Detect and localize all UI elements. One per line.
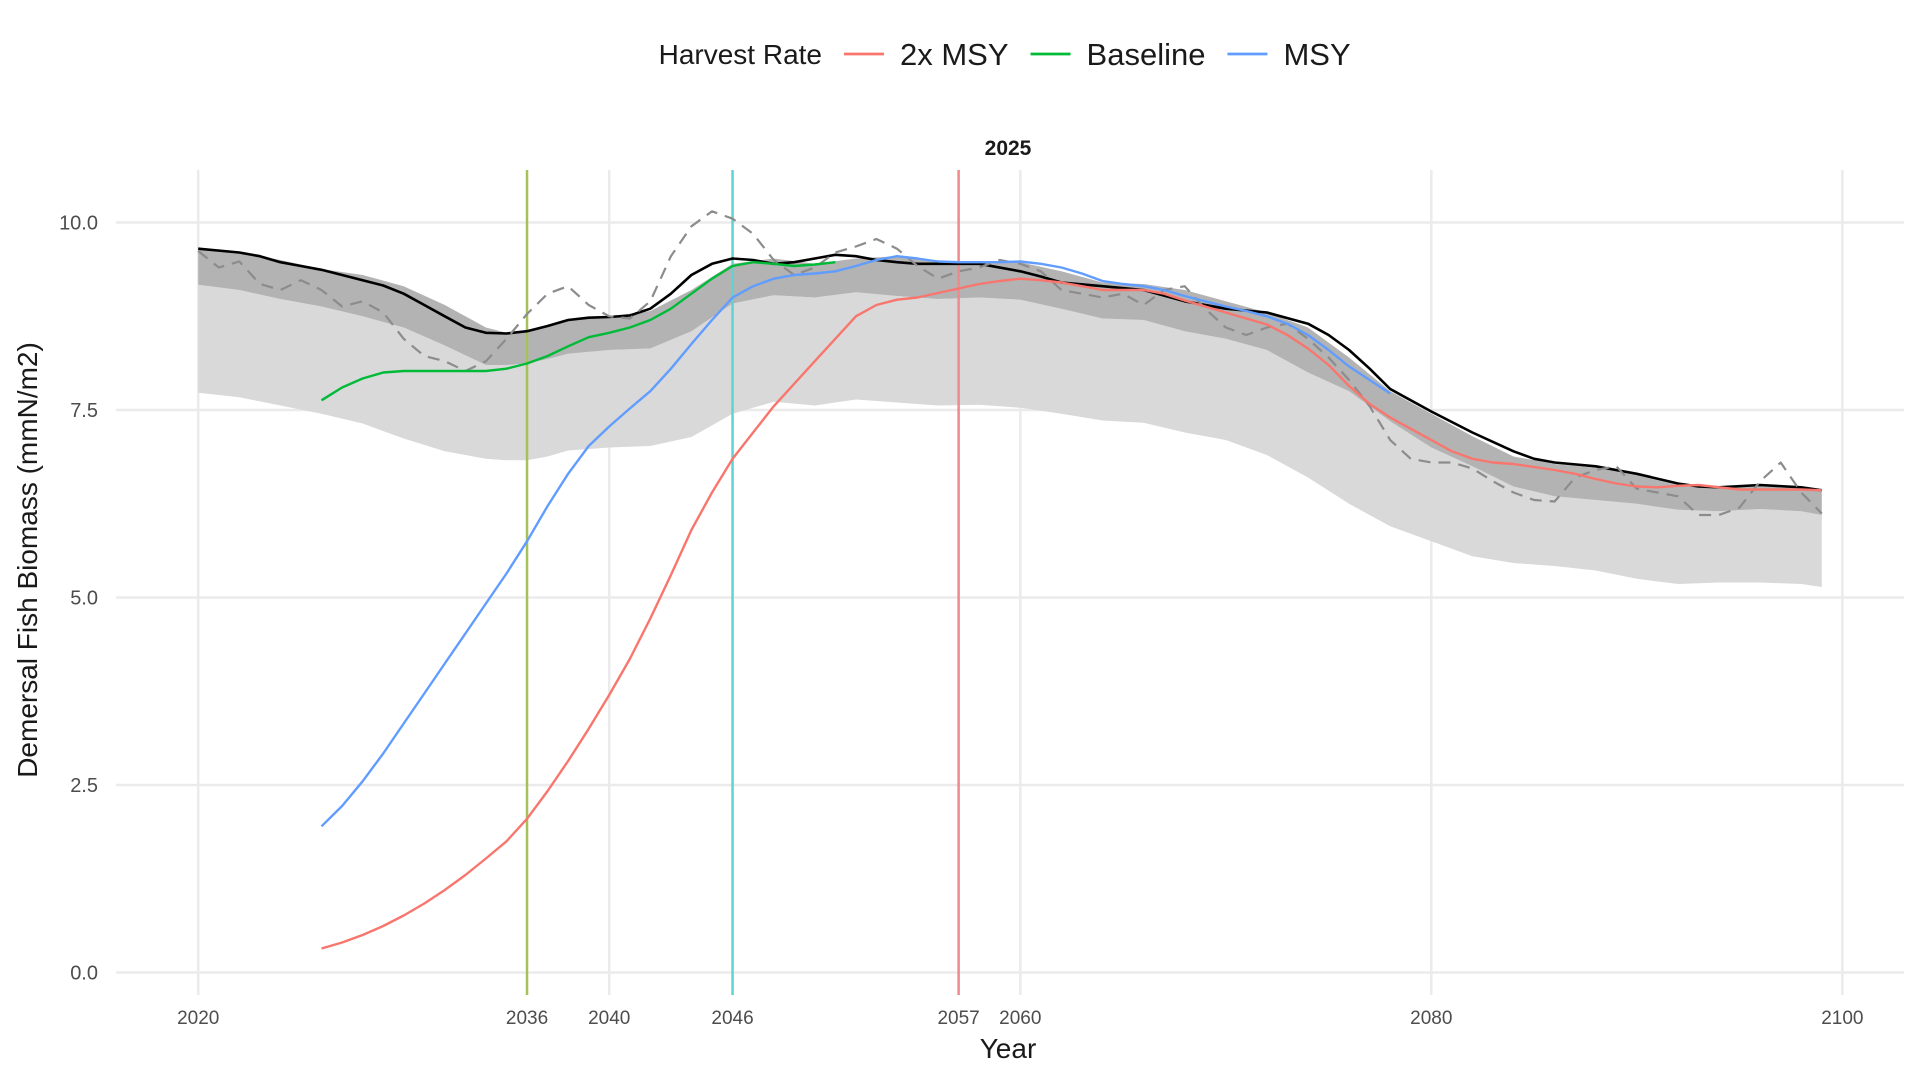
- x-tick-label: 2046: [711, 1008, 753, 1029]
- x-axis-ticks: 2020 2036 2040 2046 2057 2060 2080 2100: [177, 1008, 1863, 1029]
- x-tick-label: 2036: [506, 1008, 548, 1029]
- x-tick-label: 2080: [1410, 1008, 1452, 1029]
- legend-item-baseline: Baseline: [1030, 37, 1206, 72]
- y-tick-label: 0.0: [70, 963, 98, 985]
- confidence-bands: [198, 248, 1822, 587]
- y-axis-ticks: 0.0 2.5 5.0 7.5 10.0: [59, 213, 98, 985]
- x-tick-label: 2040: [588, 1008, 630, 1029]
- legend-item-msy: MSY: [1227, 37, 1351, 72]
- y-axis-label: Demersal Fish Biomass (mmN/m2): [12, 342, 43, 778]
- legend-label-msy: MSY: [1283, 37, 1350, 72]
- series-2x-msy: [321, 277, 1822, 950]
- reference-solid-line: [198, 247, 1822, 492]
- x-tick-label: 2020: [177, 1008, 219, 1029]
- x-tick-label: 2100: [1821, 1008, 1863, 1029]
- y-tick-label: 2.5: [70, 775, 98, 797]
- y-tick-label: 7.5: [70, 400, 98, 422]
- inner-band: [198, 248, 1822, 515]
- series-msy: [320, 255, 1391, 828]
- series-lines: [320, 255, 1822, 950]
- x-tick-label: 2057: [937, 1008, 979, 1029]
- x-tick-label: 2060: [999, 1008, 1041, 1029]
- legend-title: Harvest Rate: [659, 39, 822, 70]
- y-tick-label: 5.0: [70, 588, 98, 610]
- facet-title: 2025: [985, 137, 1032, 160]
- vertical-reference-lines: [525, 170, 960, 995]
- legend-label-baseline: Baseline: [1087, 37, 1206, 72]
- series-baseline: [320, 261, 836, 402]
- x-axis-label: Year: [980, 1033, 1037, 1064]
- legend-label-2x-msy: 2x MSY: [900, 37, 1009, 72]
- outer-band: [198, 284, 1822, 587]
- legend: Harvest Rate 2x MSY Baseline MSY: [659, 37, 1351, 72]
- legend-item-2x-msy: 2x MSY: [844, 37, 1009, 72]
- y-tick-label: 10.0: [59, 213, 98, 235]
